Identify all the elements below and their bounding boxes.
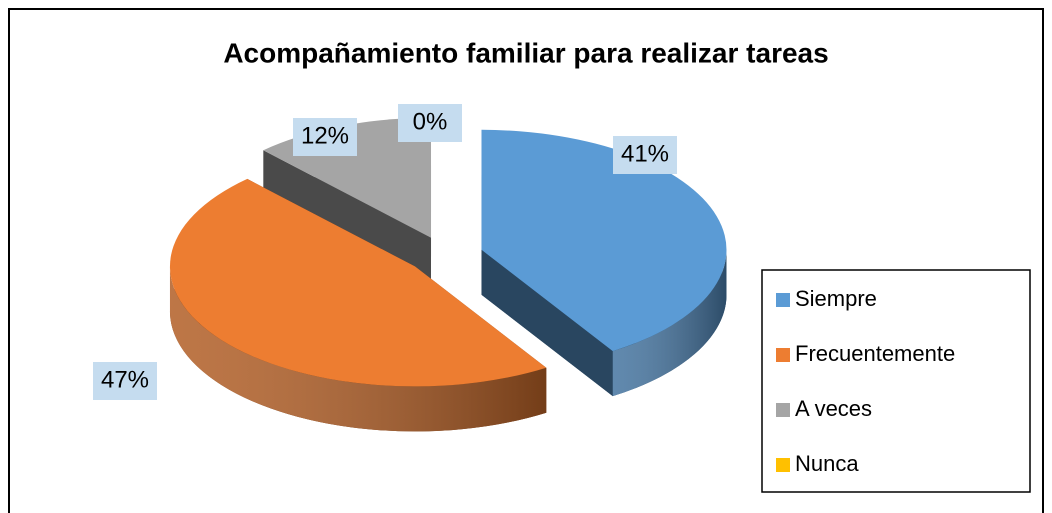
- pie-slice: [481, 129, 727, 352]
- pie-slice-side: [263, 150, 432, 283]
- pie-slice-wall-shade: [169, 266, 547, 432]
- legend-swatch: [776, 348, 790, 362]
- data-label: 47%: [101, 366, 149, 393]
- legend-label: Nunca: [795, 451, 859, 476]
- legend-label: Siempre: [795, 286, 877, 311]
- data-label-bg: [613, 136, 677, 174]
- legend-swatch: [776, 293, 790, 307]
- data-label-bg: [293, 118, 357, 156]
- legend-box: [761, 269, 1031, 493]
- data-label: 41%: [621, 140, 669, 167]
- legend-label: Frecuentemente: [795, 341, 955, 366]
- legend-swatch: [776, 458, 790, 472]
- data-label: 0%: [413, 108, 448, 135]
- pie-slice-wall-shade: [612, 249, 727, 397]
- data-label-bg: [93, 362, 157, 400]
- pie-slice-side: [481, 249, 613, 397]
- chart-frame: [8, 8, 1044, 513]
- data-label: 12%: [301, 122, 349, 149]
- legend-label: A veces: [795, 396, 872, 421]
- chart-title: Acompañamiento familiar para realizar ta…: [223, 37, 828, 68]
- legend-swatch: [776, 403, 790, 417]
- pie-slice: [169, 178, 547, 387]
- data-label-bg: [398, 104, 462, 142]
